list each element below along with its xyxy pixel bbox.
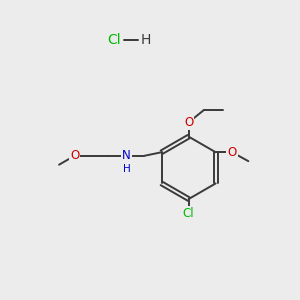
Text: O: O (70, 149, 79, 162)
Text: H: H (123, 164, 130, 174)
Text: O: O (184, 116, 193, 129)
Text: H: H (140, 33, 151, 47)
Text: N: N (122, 149, 131, 162)
Text: Cl: Cl (107, 33, 121, 47)
Text: O: O (227, 146, 237, 159)
Text: Cl: Cl (183, 207, 194, 220)
